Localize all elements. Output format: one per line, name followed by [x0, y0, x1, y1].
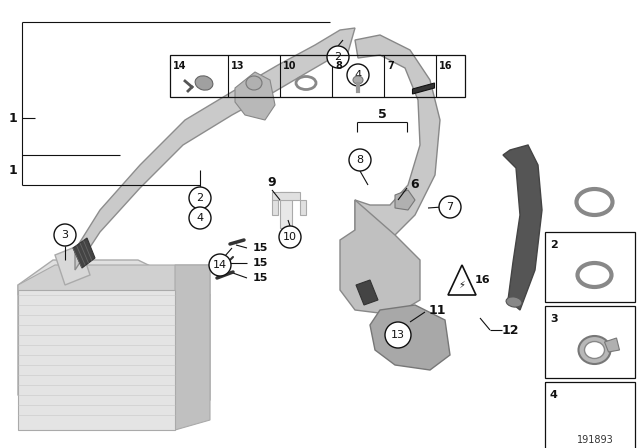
Text: 1: 1 [8, 164, 17, 177]
Polygon shape [18, 265, 210, 295]
Ellipse shape [577, 263, 611, 287]
Text: 4: 4 [550, 390, 558, 400]
Text: 2: 2 [550, 240, 557, 250]
Text: 7: 7 [447, 202, 454, 212]
Polygon shape [235, 72, 275, 120]
Text: 10: 10 [283, 61, 296, 71]
Polygon shape [370, 305, 450, 370]
Text: 11: 11 [428, 303, 445, 316]
Text: 9: 9 [268, 176, 276, 189]
Ellipse shape [296, 77, 316, 90]
Text: 15: 15 [252, 243, 268, 253]
Circle shape [54, 224, 76, 246]
Polygon shape [272, 192, 300, 200]
Ellipse shape [584, 341, 605, 358]
Text: 13: 13 [391, 330, 405, 340]
Polygon shape [272, 200, 278, 215]
Text: 2: 2 [196, 193, 204, 203]
Text: 14: 14 [173, 61, 186, 71]
Ellipse shape [353, 76, 363, 84]
Bar [545, 306, 635, 378]
Circle shape [209, 254, 231, 276]
Polygon shape [175, 265, 210, 430]
Text: 15: 15 [252, 273, 268, 283]
Text: 12: 12 [501, 323, 519, 336]
Circle shape [385, 322, 411, 348]
Text: 7: 7 [387, 61, 394, 71]
Circle shape [439, 196, 461, 218]
Circle shape [189, 207, 211, 229]
Polygon shape [75, 28, 355, 270]
Ellipse shape [577, 189, 612, 215]
Polygon shape [280, 192, 292, 228]
Bar [170, 55, 465, 97]
Text: 4: 4 [196, 213, 204, 223]
Circle shape [189, 187, 211, 209]
Polygon shape [18, 290, 175, 430]
Bar [545, 382, 635, 448]
Text: 16: 16 [439, 61, 452, 71]
Circle shape [327, 46, 349, 68]
Text: 16: 16 [474, 275, 490, 285]
Text: 8: 8 [356, 155, 364, 165]
Text: 13: 13 [231, 61, 244, 71]
Text: 8: 8 [335, 61, 342, 71]
Ellipse shape [579, 336, 611, 364]
Ellipse shape [246, 76, 262, 90]
Polygon shape [395, 190, 415, 210]
Text: 2: 2 [335, 52, 342, 62]
Text: 14: 14 [213, 260, 227, 270]
Polygon shape [355, 35, 440, 240]
Text: 10: 10 [283, 232, 297, 242]
Polygon shape [55, 245, 90, 285]
Text: 5: 5 [378, 108, 387, 121]
Text: 191893: 191893 [577, 435, 613, 445]
Text: 1: 1 [8, 112, 17, 125]
Text: 3: 3 [550, 314, 557, 324]
Text: ⚡: ⚡ [459, 280, 465, 290]
Polygon shape [300, 200, 306, 215]
Ellipse shape [506, 297, 522, 307]
Polygon shape [503, 145, 542, 310]
Ellipse shape [195, 76, 213, 90]
Polygon shape [448, 265, 476, 295]
Bar [545, 232, 635, 302]
Circle shape [279, 226, 301, 248]
Polygon shape [605, 338, 620, 352]
Text: 3: 3 [61, 230, 68, 240]
Text: 4: 4 [355, 70, 362, 80]
Circle shape [347, 64, 369, 86]
Text: 15: 15 [252, 258, 268, 268]
Text: 6: 6 [411, 178, 419, 191]
Polygon shape [356, 280, 378, 305]
Circle shape [349, 149, 371, 171]
Polygon shape [73, 238, 95, 268]
Polygon shape [413, 83, 435, 94]
Polygon shape [340, 200, 420, 315]
Polygon shape [18, 260, 210, 430]
